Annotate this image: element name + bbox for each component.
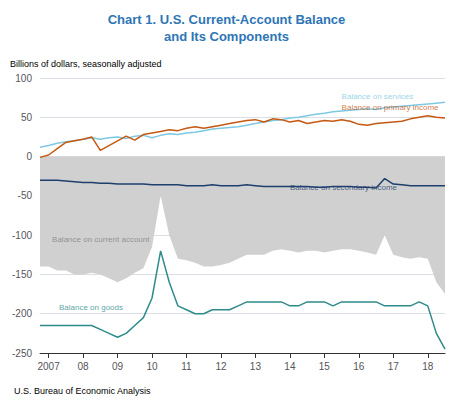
svg-text:100: 100	[15, 73, 32, 84]
svg-text:Balance on current account: Balance on current account	[52, 235, 150, 244]
svg-text:14: 14	[284, 361, 296, 372]
svg-text:17: 17	[388, 361, 400, 372]
svg-text:16: 16	[353, 361, 365, 372]
svg-text:Balance on goods: Balance on goods	[59, 303, 123, 312]
svg-text:11: 11	[181, 361, 192, 372]
svg-text:Balance on services: Balance on services	[342, 92, 414, 101]
svg-text:-200: -200	[12, 308, 32, 319]
svg-text:09: 09	[112, 361, 124, 372]
svg-text:12: 12	[215, 361, 227, 372]
svg-text:08: 08	[78, 361, 90, 372]
svg-text:10: 10	[146, 361, 158, 372]
svg-text:Balance on secondary income: Balance on secondary income	[290, 183, 398, 192]
svg-text:and Its Components: and Its Components	[164, 29, 289, 44]
svg-text:Balance on primary income: Balance on primary income	[342, 103, 439, 112]
svg-text:2007: 2007	[37, 361, 60, 372]
svg-text:50: 50	[21, 112, 33, 123]
svg-text:-50: -50	[18, 190, 33, 201]
svg-text:18: 18	[422, 361, 434, 372]
svg-text:Billions of dollars, seasonall: Billions of dollars, seasonally adjusted	[10, 59, 162, 69]
svg-text:U.S. Bureau of Economic Analys: U.S. Bureau of Economic Analysis	[14, 386, 151, 396]
svg-text:15: 15	[319, 361, 331, 372]
svg-text:-250: -250	[12, 348, 32, 359]
svg-text:0: 0	[26, 151, 32, 162]
svg-text:-150: -150	[12, 269, 32, 280]
svg-text:Chart 1. U.S. Current-Account: Chart 1. U.S. Current-Account Balance	[108, 12, 346, 27]
svg-text:13: 13	[250, 361, 262, 372]
svg-text:-100: -100	[12, 230, 32, 241]
